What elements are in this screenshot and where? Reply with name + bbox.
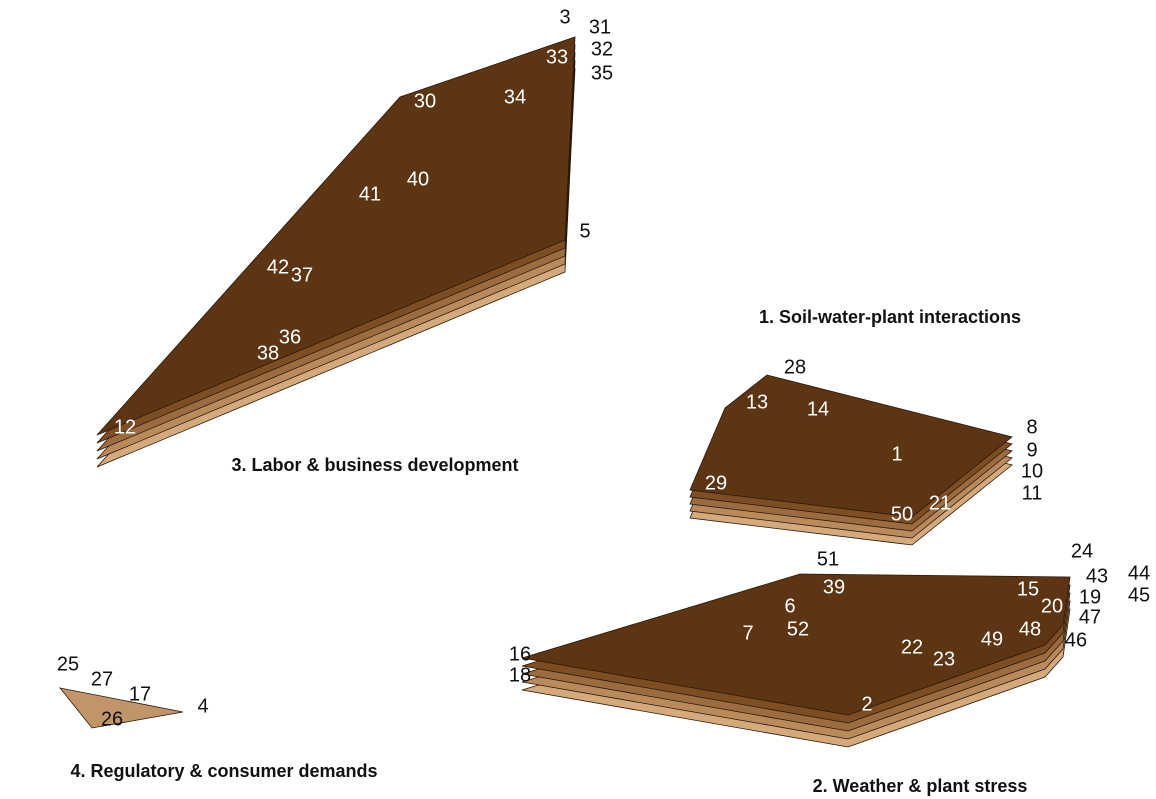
item-label: 32 — [591, 38, 613, 60]
layer — [689, 374, 1013, 518]
item-label: 23 — [933, 648, 955, 670]
item-label: 49 — [981, 628, 1003, 650]
item-label: 50 — [891, 503, 913, 525]
item-label: 47 — [1079, 606, 1101, 628]
item-label: 39 — [823, 576, 845, 598]
item-label: 45 — [1128, 584, 1150, 606]
item-label: 21 — [929, 492, 951, 514]
layer — [96, 36, 576, 436]
item-label: 48 — [1019, 618, 1041, 640]
item-label: 24 — [1071, 540, 1093, 562]
item-label: 34 — [504, 86, 526, 108]
item-label: 40 — [407, 168, 429, 190]
item-label: 22 — [901, 636, 923, 658]
layer — [521, 573, 1071, 716]
cluster-title: 1. Soil-water-plant interactions — [759, 307, 1021, 327]
item-label: 13 — [746, 391, 768, 413]
item-label: 42 — [267, 256, 289, 278]
item-label: 43 — [1086, 565, 1108, 587]
item-label: 27 — [91, 668, 113, 690]
item-label: 1 — [891, 443, 902, 465]
item-label: 20 — [1041, 595, 1063, 617]
item-label: 17 — [129, 683, 151, 705]
item-label: 26 — [101, 708, 123, 730]
cluster-title: 4. Regulatory & consumer demands — [70, 761, 377, 781]
item-label: 38 — [257, 342, 279, 364]
cluster-title: 2. Weather & plant stress — [813, 776, 1028, 796]
item-label: 33 — [546, 46, 568, 68]
item-label: 10 — [1021, 460, 1043, 482]
item-label: 29 — [705, 472, 727, 494]
item-label: 6 — [784, 595, 795, 617]
item-label: 37 — [291, 264, 313, 286]
item-label: 28 — [784, 356, 806, 378]
item-label: 14 — [807, 398, 829, 420]
item-label: 18 — [509, 664, 531, 686]
item-label: 11 — [1022, 482, 1043, 504]
item-label: 3 — [559, 6, 570, 28]
item-label: 9 — [1026, 439, 1037, 461]
item-label: 25 — [57, 653, 79, 675]
item-label: 31 — [589, 16, 611, 38]
item-label: 52 — [787, 618, 809, 640]
item-label: 36 — [279, 326, 301, 348]
item-label: 4 — [197, 695, 208, 717]
cluster-title: 3. Labor & business development — [231, 455, 518, 475]
item-label: 19 — [1079, 586, 1101, 608]
item-label: 5 — [579, 220, 590, 242]
item-label: 15 — [1017, 578, 1039, 600]
item-label: 2 — [861, 693, 872, 715]
item-label: 7 — [742, 622, 753, 644]
layer — [59, 687, 184, 729]
item-label: 35 — [591, 62, 613, 84]
item-label: 44 — [1128, 562, 1150, 584]
item-label: 46 — [1065, 629, 1087, 651]
item-label: 41 — [359, 183, 381, 205]
item-label: 12 — [114, 416, 136, 438]
item-label: 8 — [1026, 416, 1037, 438]
item-label: 30 — [414, 90, 436, 112]
item-label: 51 — [817, 548, 839, 570]
item-label: 16 — [509, 643, 531, 665]
